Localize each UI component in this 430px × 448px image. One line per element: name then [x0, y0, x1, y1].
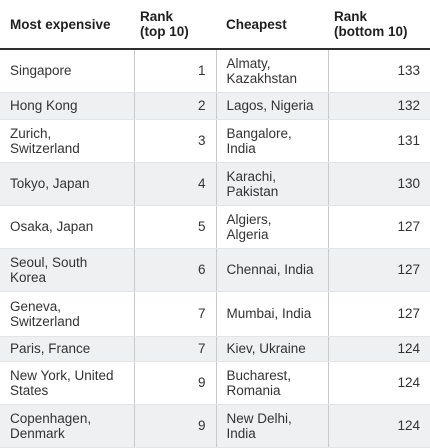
header-rank-bottom-10: Rank (bottom 10)	[328, 0, 430, 50]
table-body: Singapore 1 Almaty, Kazakhstan 133 Hong K…	[0, 49, 430, 448]
expensive-rank-cell: 2	[134, 92, 217, 120]
expensive-rank-cell: 7	[134, 291, 217, 337]
expensive-city-cell: Zurich, Switzerland	[0, 119, 135, 163]
cheap-city-cell: Bucharest, Romania	[216, 361, 329, 405]
table-header: Most expensive Rank (top 10) Cheapest Ran…	[0, 0, 430, 50]
cheap-city-cell: Karachi, Pakistan	[216, 162, 329, 206]
cheap-rank-cell: 133	[328, 49, 430, 93]
table-row: New York, United States 9 Bucharest, Roman…	[0, 361, 430, 405]
cheap-city-cell: Chennai, India	[216, 248, 329, 292]
expensive-city-cell: Geneva, Switzerland	[0, 291, 135, 337]
cheap-rank-cell: 127	[328, 205, 430, 249]
expensive-city-cell: Osaka, Japan	[0, 205, 135, 249]
cheap-city-cell: Algiers, Algeria	[216, 205, 329, 249]
cheap-city-cell: Mumbai, India	[216, 291, 329, 337]
expensive-rank-cell: 9	[134, 361, 217, 405]
cheap-rank-cell: 131	[328, 119, 430, 163]
expensive-city-cell: New York, United States	[0, 361, 135, 405]
table-row: Paris, France 7 Kiev, Ukraine 124	[0, 336, 430, 362]
expensive-rank-cell: 1	[134, 49, 217, 93]
cheap-city-cell: New Delhi, India	[216, 404, 329, 448]
expensive-city-cell: Tokyo, Japan	[0, 162, 135, 206]
table-row: Seoul, South Korea 6 Chennai, India 127	[0, 248, 430, 292]
expensive-rank-cell: 5	[134, 205, 217, 249]
cheap-rank-cell: 124	[328, 361, 430, 405]
table-row: Tokyo, Japan 4 Karachi, Pakistan 130	[0, 162, 430, 206]
expensive-city-cell: Singapore	[0, 49, 135, 93]
expensive-rank-cell: 9	[134, 404, 217, 448]
expensive-rank-cell: 3	[134, 119, 217, 163]
expensive-city-cell: Seoul, South Korea	[0, 248, 135, 292]
cheap-city-cell: Kiev, Ukraine	[216, 336, 329, 362]
table-row: Zurich, Switzerland 3 Bangalore, India 131	[0, 119, 430, 163]
cheap-city-cell: Almaty, Kazakhstan	[216, 49, 329, 93]
expensive-city-cell: Copenhagen, Denmark	[0, 404, 135, 448]
expensive-city-cell: Hong Kong	[0, 92, 135, 120]
expensive-rank-cell: 4	[134, 162, 217, 206]
table-row: Singapore 1 Almaty, Kazakhstan 133	[0, 49, 430, 93]
cheap-city-cell: Bangalore, India	[216, 119, 329, 163]
cheap-rank-cell: 127	[328, 291, 430, 337]
cheap-rank-cell: 124	[328, 404, 430, 448]
expensive-rank-cell: 6	[134, 248, 217, 292]
expensive-rank-cell: 7	[134, 336, 217, 362]
table-row: Osaka, Japan 5 Algiers, Algeria 127	[0, 205, 430, 249]
cheap-rank-cell: 132	[328, 92, 430, 120]
expensive-city-cell: Paris, France	[0, 336, 135, 362]
table-row: Copenhagen, Denmark 9 New Delhi, India 124	[0, 404, 430, 448]
header-most-expensive: Most expensive	[0, 0, 134, 50]
header-row: Most expensive Rank (top 10) Cheapest Ran…	[0, 0, 430, 50]
cheap-rank-cell: 130	[328, 162, 430, 206]
header-rank-top-10: Rank (top 10)	[134, 0, 216, 50]
header-cheapest: Cheapest	[216, 0, 328, 50]
cheap-rank-cell: 127	[328, 248, 430, 292]
table-row: Geneva, Switzerland 7 Mumbai, India 127	[0, 291, 430, 337]
cheap-city-cell: Lagos, Nigeria	[216, 92, 329, 120]
table-row: Hong Kong 2 Lagos, Nigeria 132	[0, 92, 430, 120]
cheap-rank-cell: 124	[328, 336, 430, 362]
